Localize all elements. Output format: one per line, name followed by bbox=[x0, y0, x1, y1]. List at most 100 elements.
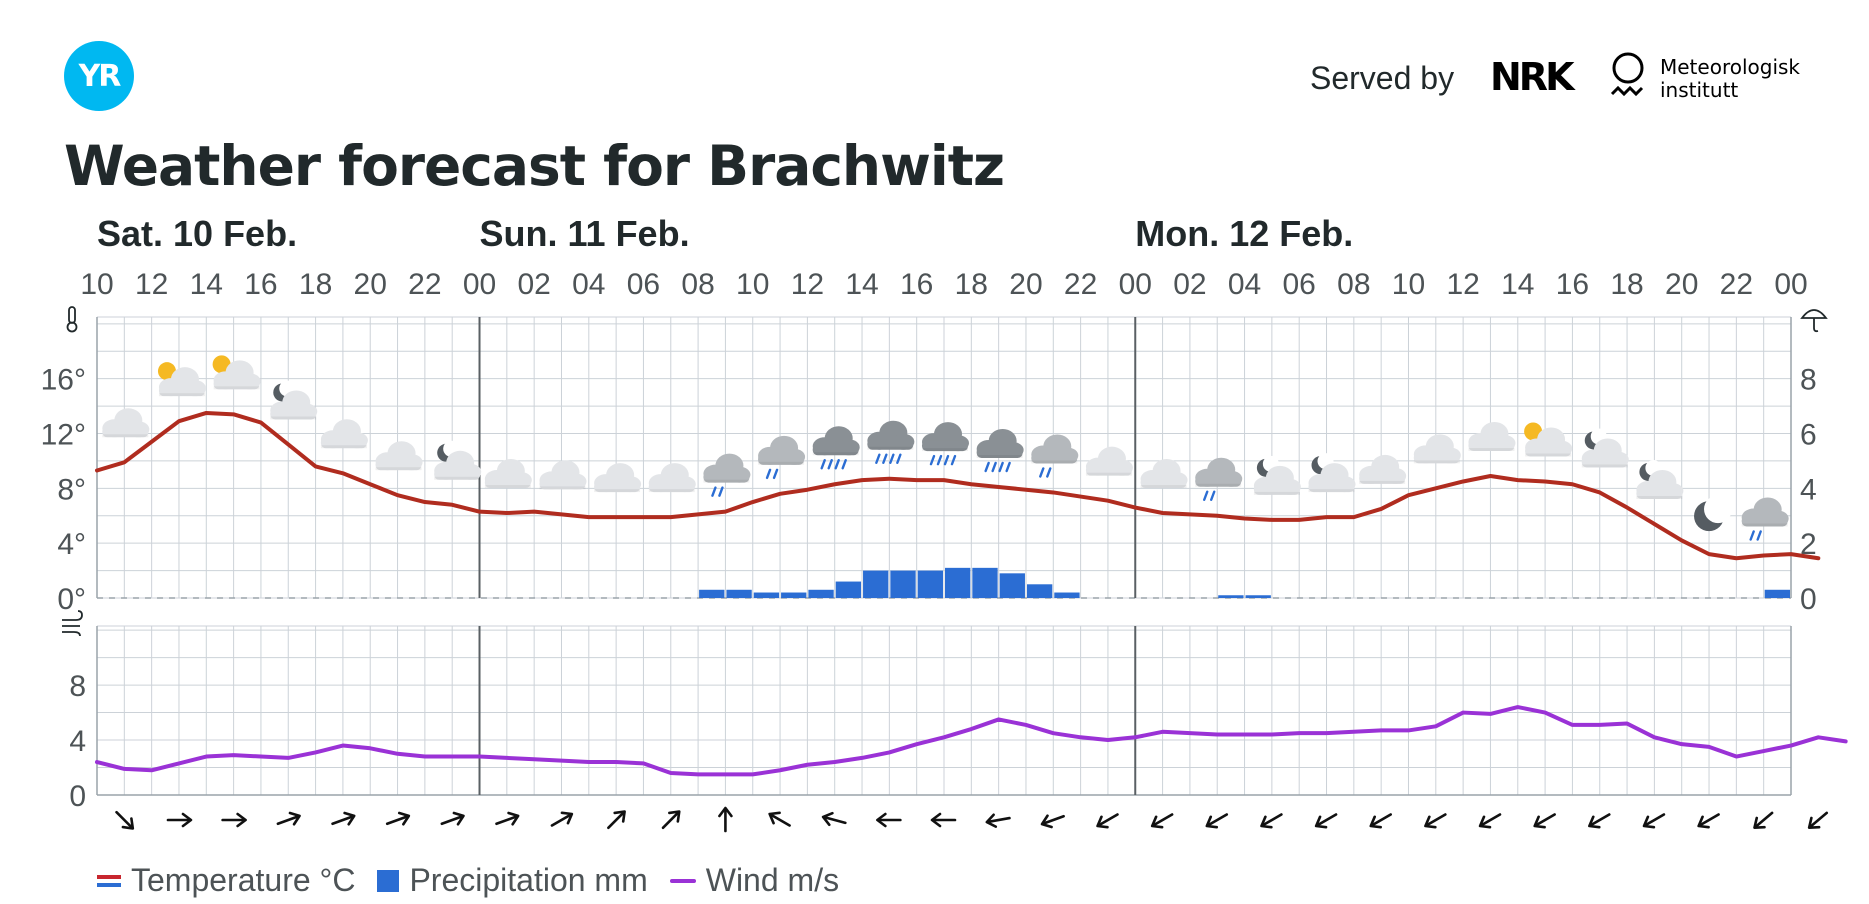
wind-direction-arrow bbox=[385, 811, 411, 826]
precipitation-bar bbox=[945, 567, 971, 598]
wind-axis-label: 0 bbox=[69, 780, 86, 813]
wind-direction-arrow bbox=[768, 811, 791, 827]
weather-icon-rain bbox=[922, 422, 969, 466]
precipitation-bar bbox=[1026, 584, 1053, 598]
legend-label-wind: Wind m/s bbox=[705, 862, 840, 898]
precipitation-swatch bbox=[377, 869, 400, 892]
weather-icon-partly-cloudy-night bbox=[1253, 455, 1301, 495]
temperature-swatch bbox=[97, 874, 121, 887]
wind-direction-arrow bbox=[718, 806, 733, 833]
temperature-axis-label: 12° bbox=[41, 419, 86, 452]
precipitation-bar bbox=[753, 592, 780, 598]
legend-item-temperature: Temperature °C bbox=[97, 862, 355, 899]
wind-direction-arrow bbox=[331, 811, 356, 826]
wind-direction-arrow bbox=[550, 811, 574, 827]
day-label: Mon. 12 Feb. bbox=[1135, 213, 1353, 254]
wind-direction-arrow bbox=[1150, 813, 1174, 829]
weather-icon-partly-cloudy-day bbox=[212, 355, 261, 390]
hour-tick-label: 06 bbox=[627, 268, 660, 301]
wind-direction-arrow bbox=[930, 812, 957, 828]
weather-icon-partly-cloudy-night bbox=[1636, 459, 1684, 499]
hour-tick-label: 06 bbox=[1283, 268, 1316, 301]
hour-tick-label: 00 bbox=[1119, 268, 1152, 301]
wind-direction-arrow bbox=[985, 813, 1011, 828]
weather-icon-partly-cloudy-night bbox=[1308, 453, 1356, 493]
wind-direction-arrow bbox=[221, 812, 247, 828]
weather-icon-light-rain bbox=[758, 435, 806, 480]
wind-direction-arrow bbox=[1369, 813, 1392, 829]
weather-icon-rain bbox=[812, 426, 860, 470]
hour-tick-label: 04 bbox=[1228, 268, 1261, 301]
weather-icon-light-rain bbox=[1741, 497, 1789, 541]
hour-tick-label: 16 bbox=[1556, 268, 1589, 301]
precipitation-bar bbox=[1054, 592, 1080, 598]
weather-icon-cloudy bbox=[648, 463, 696, 493]
precipitation-bar bbox=[863, 570, 889, 598]
precipitation-axis-label: 6 bbox=[1800, 419, 1817, 452]
wind-line bbox=[95, 705, 1848, 777]
wind-axis-label: 8 bbox=[69, 670, 86, 703]
weather-icon-cloudy bbox=[320, 419, 368, 449]
wind-direction-arrow bbox=[1260, 813, 1283, 829]
weather-icon-partly-cloudy-night bbox=[1581, 428, 1629, 468]
wind-icon bbox=[62, 610, 83, 637]
hour-tick-label: 10 bbox=[80, 268, 113, 301]
wind-direction-arrow bbox=[1424, 813, 1447, 829]
wind-axis-label: 4 bbox=[69, 725, 86, 758]
hour-tick-label: 14 bbox=[845, 268, 878, 301]
weather-icon-cloudy bbox=[484, 459, 532, 489]
hour-tick-label: 18 bbox=[299, 268, 332, 301]
precipitation-bar bbox=[699, 589, 725, 598]
weather-icon-cloudy bbox=[1359, 454, 1407, 484]
page-title: Weather forecast for Brachwitz bbox=[64, 134, 1005, 198]
precipitation-bar bbox=[999, 573, 1025, 598]
hour-tick-label: 16 bbox=[244, 268, 277, 301]
weather-icon-cloudy bbox=[1413, 434, 1461, 464]
precipitation-bar bbox=[781, 592, 807, 598]
hour-tick-label: 10 bbox=[1392, 268, 1425, 301]
legend-item-precipitation: Precipitation mm bbox=[377, 862, 648, 899]
wind-direction-arrow bbox=[1205, 813, 1229, 829]
weather-icon-cloudy bbox=[1140, 459, 1188, 489]
weather-icon-partly-cloudy-night bbox=[434, 440, 482, 480]
hour-tick-label: 20 bbox=[1665, 268, 1698, 301]
temperature-line bbox=[95, 410, 1821, 561]
wind-direction-arrow bbox=[821, 811, 847, 827]
hour-tick-label: 20 bbox=[354, 268, 387, 301]
hour-tick-label: 16 bbox=[900, 268, 933, 301]
temperature-axis-label: 8° bbox=[57, 473, 86, 506]
wind-direction-arrow bbox=[276, 811, 301, 826]
hour-tick-label: 18 bbox=[1610, 268, 1643, 301]
legend-item-wind: Wind m/s bbox=[669, 862, 840, 899]
hour-tick-label: 18 bbox=[955, 268, 988, 301]
wind-direction-arrow bbox=[661, 810, 681, 830]
hour-tick-label: 20 bbox=[1009, 268, 1042, 301]
hour-tick-label: 00 bbox=[1774, 268, 1807, 301]
weather-icon-cloudy bbox=[102, 408, 150, 438]
umbrella-icon bbox=[1800, 309, 1828, 333]
wind-direction-arrow bbox=[1697, 813, 1720, 829]
hour-tick-label: 08 bbox=[681, 268, 714, 301]
yr-logo[interactable]: YR bbox=[64, 41, 134, 111]
served-by-label: Served by bbox=[1310, 60, 1455, 96]
weather-icon-partly-cloudy-day bbox=[1524, 422, 1573, 457]
weather-icon-cloudy bbox=[375, 441, 423, 471]
weather-icon-cloudy bbox=[594, 463, 642, 493]
hour-tick-label: 22 bbox=[408, 268, 441, 301]
temperature-axis-label: 4° bbox=[57, 528, 86, 561]
hour-tick-label: 14 bbox=[1501, 268, 1534, 301]
day-label: Sun. 11 Feb. bbox=[480, 213, 690, 254]
day-label: Sat. 10 Feb. bbox=[97, 213, 297, 254]
hour-tick-label: 12 bbox=[791, 268, 824, 301]
wind-direction-arrow bbox=[1314, 813, 1338, 829]
precipitation-bar bbox=[1218, 595, 1244, 598]
hour-tick-label: 14 bbox=[190, 268, 223, 301]
hour-tick-label: 08 bbox=[1337, 268, 1370, 301]
met-name-line1: Meteorologisk bbox=[1660, 55, 1801, 79]
wind-direction-arrow bbox=[1753, 811, 1774, 830]
precipitation-axis-label: 2 bbox=[1800, 528, 1817, 561]
met-institute-logo-icon[interactable] bbox=[1608, 50, 1648, 106]
wind-direction-arrow bbox=[166, 812, 193, 828]
nrk-logo[interactable]: NRK bbox=[1490, 55, 1574, 99]
